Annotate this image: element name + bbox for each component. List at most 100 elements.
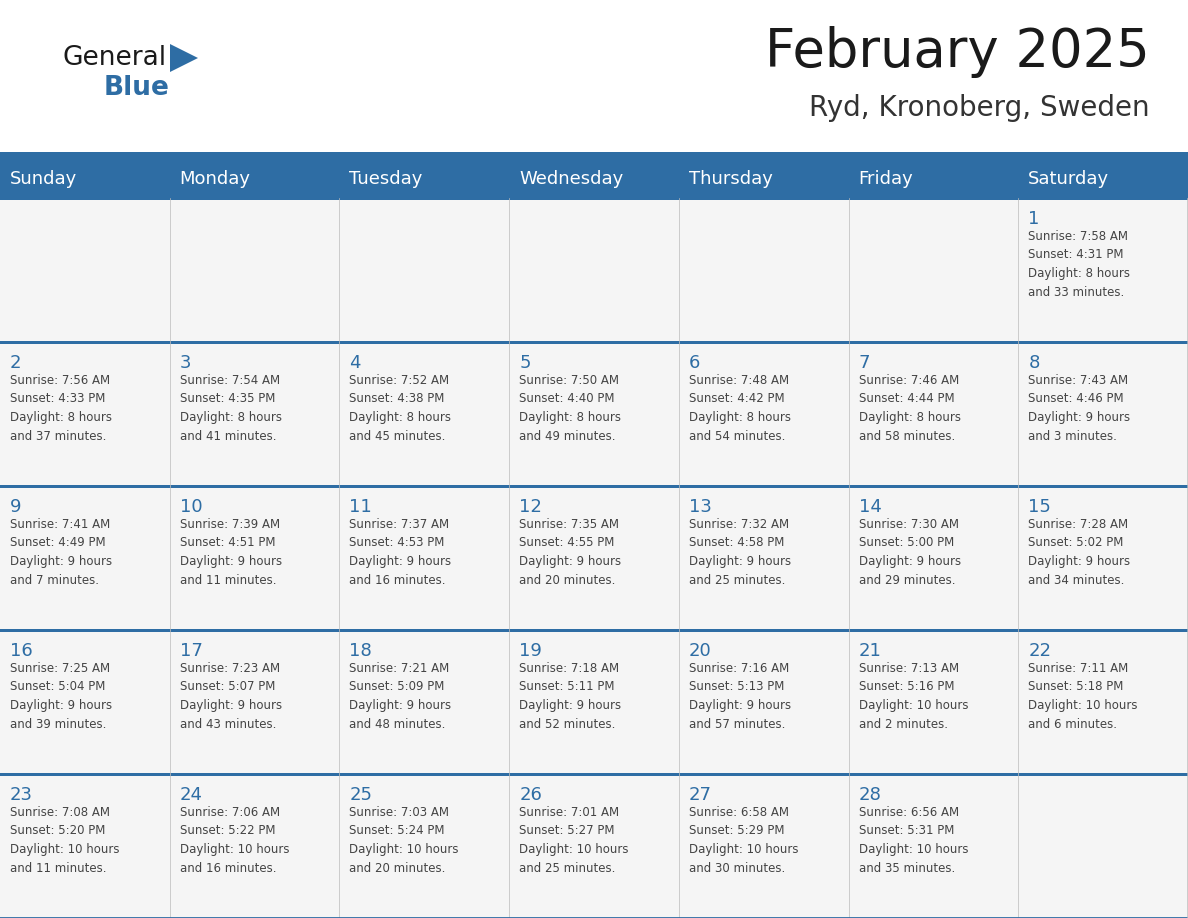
Text: 17: 17 [179,642,203,660]
Bar [678,342,848,486]
Text: Tuesday: Tuesday [349,170,423,188]
Text: 25: 25 [349,786,372,804]
Bar [510,198,678,342]
Text: 18: 18 [349,642,372,660]
Text: Sunrise: 7:56 AM
Sunset: 4:33 PM
Daylight: 8 hours
and 37 minutes.: Sunrise: 7:56 AM Sunset: 4:33 PM Dayligh… [10,374,112,442]
Bar [340,198,510,342]
Text: General: General [62,45,166,71]
Text: 27: 27 [689,786,712,804]
Bar [0,630,170,774]
Text: Sunrise: 7:28 AM
Sunset: 5:02 PM
Daylight: 9 hours
and 34 minutes.: Sunrise: 7:28 AM Sunset: 5:02 PM Dayligh… [1029,518,1131,587]
Bar [170,342,340,486]
Text: Monday: Monday [179,170,251,188]
Text: 6: 6 [689,354,700,372]
Text: 26: 26 [519,786,542,804]
Bar [848,486,1018,630]
Bar [170,198,340,342]
Bar [1018,630,1188,774]
Bar [848,342,1018,486]
Text: Sunrise: 7:13 AM
Sunset: 5:16 PM
Daylight: 10 hours
and 2 minutes.: Sunrise: 7:13 AM Sunset: 5:16 PM Dayligh… [859,662,968,731]
Bar [340,486,510,630]
Bar [510,774,678,918]
Text: 28: 28 [859,786,881,804]
Text: Sunrise: 7:54 AM
Sunset: 4:35 PM
Daylight: 8 hours
and 41 minutes.: Sunrise: 7:54 AM Sunset: 4:35 PM Dayligh… [179,374,282,442]
Text: Sunrise: 7:58 AM
Sunset: 4:31 PM
Daylight: 8 hours
and 33 minutes.: Sunrise: 7:58 AM Sunset: 4:31 PM Dayligh… [1029,230,1130,298]
Text: 24: 24 [179,786,203,804]
Text: Sunrise: 7:30 AM
Sunset: 5:00 PM
Daylight: 9 hours
and 29 minutes.: Sunrise: 7:30 AM Sunset: 5:00 PM Dayligh… [859,518,961,587]
Text: Sunrise: 6:58 AM
Sunset: 5:29 PM
Daylight: 10 hours
and 30 minutes.: Sunrise: 6:58 AM Sunset: 5:29 PM Dayligh… [689,806,798,875]
Text: Sunday: Sunday [10,170,77,188]
Text: Sunrise: 7:06 AM
Sunset: 5:22 PM
Daylight: 10 hours
and 16 minutes.: Sunrise: 7:06 AM Sunset: 5:22 PM Dayligh… [179,806,289,875]
Bar [678,486,848,630]
Text: Ryd, Kronoberg, Sweden: Ryd, Kronoberg, Sweden [809,94,1150,122]
Bar [340,630,510,774]
Text: 22: 22 [1029,642,1051,660]
Text: 23: 23 [10,786,33,804]
Text: Sunrise: 7:08 AM
Sunset: 5:20 PM
Daylight: 10 hours
and 11 minutes.: Sunrise: 7:08 AM Sunset: 5:20 PM Dayligh… [10,806,120,875]
Text: February 2025: February 2025 [765,26,1150,78]
Text: 16: 16 [10,642,33,660]
Bar [0,485,1188,488]
Text: Blue: Blue [105,75,170,101]
Bar [1018,774,1188,918]
Bar [0,773,1188,776]
Text: Saturday: Saturday [1029,170,1110,188]
Bar [1018,342,1188,486]
Text: Sunrise: 7:35 AM
Sunset: 4:55 PM
Daylight: 9 hours
and 20 minutes.: Sunrise: 7:35 AM Sunset: 4:55 PM Dayligh… [519,518,621,587]
Bar [0,774,170,918]
Text: Sunrise: 7:52 AM
Sunset: 4:38 PM
Daylight: 8 hours
and 45 minutes.: Sunrise: 7:52 AM Sunset: 4:38 PM Dayligh… [349,374,451,442]
Bar [0,486,170,630]
Text: Sunrise: 7:23 AM
Sunset: 5:07 PM
Daylight: 9 hours
and 43 minutes.: Sunrise: 7:23 AM Sunset: 5:07 PM Dayligh… [179,662,282,731]
Text: 1: 1 [1029,210,1040,228]
Text: 15: 15 [1029,498,1051,516]
Text: 3: 3 [179,354,191,372]
Bar [340,774,510,918]
Bar [1018,486,1188,630]
Polygon shape [170,44,198,72]
Text: 11: 11 [349,498,372,516]
Text: Sunrise: 7:43 AM
Sunset: 4:46 PM
Daylight: 9 hours
and 3 minutes.: Sunrise: 7:43 AM Sunset: 4:46 PM Dayligh… [1029,374,1131,442]
Bar [170,630,340,774]
Text: Sunrise: 7:37 AM
Sunset: 4:53 PM
Daylight: 9 hours
and 16 minutes.: Sunrise: 7:37 AM Sunset: 4:53 PM Dayligh… [349,518,451,587]
Text: 20: 20 [689,642,712,660]
Bar [0,198,170,342]
Text: 7: 7 [859,354,870,372]
Bar [510,486,678,630]
Text: 8: 8 [1029,354,1040,372]
Bar [678,774,848,918]
Text: Sunrise: 7:21 AM
Sunset: 5:09 PM
Daylight: 9 hours
and 48 minutes.: Sunrise: 7:21 AM Sunset: 5:09 PM Dayligh… [349,662,451,731]
Text: Sunrise: 7:25 AM
Sunset: 5:04 PM
Daylight: 9 hours
and 39 minutes.: Sunrise: 7:25 AM Sunset: 5:04 PM Dayligh… [10,662,112,731]
Text: Sunrise: 7:39 AM
Sunset: 4:51 PM
Daylight: 9 hours
and 11 minutes.: Sunrise: 7:39 AM Sunset: 4:51 PM Dayligh… [179,518,282,587]
Text: 19: 19 [519,642,542,660]
Text: 10: 10 [179,498,202,516]
Text: Friday: Friday [859,170,914,188]
Text: Sunrise: 7:16 AM
Sunset: 5:13 PM
Daylight: 9 hours
and 57 minutes.: Sunrise: 7:16 AM Sunset: 5:13 PM Dayligh… [689,662,791,731]
Bar [0,342,170,486]
Text: 13: 13 [689,498,712,516]
Bar [0,152,1188,160]
Bar [170,774,340,918]
Text: Sunrise: 7:41 AM
Sunset: 4:49 PM
Daylight: 9 hours
and 7 minutes.: Sunrise: 7:41 AM Sunset: 4:49 PM Dayligh… [10,518,112,587]
Text: 12: 12 [519,498,542,516]
Text: 21: 21 [859,642,881,660]
Bar [0,160,1188,198]
Text: Sunrise: 7:01 AM
Sunset: 5:27 PM
Daylight: 10 hours
and 25 minutes.: Sunrise: 7:01 AM Sunset: 5:27 PM Dayligh… [519,806,628,875]
Bar [678,630,848,774]
Text: Sunrise: 7:48 AM
Sunset: 4:42 PM
Daylight: 8 hours
and 54 minutes.: Sunrise: 7:48 AM Sunset: 4:42 PM Dayligh… [689,374,791,442]
Text: 4: 4 [349,354,361,372]
Text: 2: 2 [10,354,21,372]
Text: Sunrise: 7:50 AM
Sunset: 4:40 PM
Daylight: 8 hours
and 49 minutes.: Sunrise: 7:50 AM Sunset: 4:40 PM Dayligh… [519,374,621,442]
Bar [0,629,1188,632]
Text: Sunrise: 7:03 AM
Sunset: 5:24 PM
Daylight: 10 hours
and 20 minutes.: Sunrise: 7:03 AM Sunset: 5:24 PM Dayligh… [349,806,459,875]
Bar [340,342,510,486]
Bar [678,198,848,342]
Text: Sunrise: 7:11 AM
Sunset: 5:18 PM
Daylight: 10 hours
and 6 minutes.: Sunrise: 7:11 AM Sunset: 5:18 PM Dayligh… [1029,662,1138,731]
Bar [848,198,1018,342]
Text: Sunrise: 7:32 AM
Sunset: 4:58 PM
Daylight: 9 hours
and 25 minutes.: Sunrise: 7:32 AM Sunset: 4:58 PM Dayligh… [689,518,791,587]
Text: 5: 5 [519,354,531,372]
Bar [510,630,678,774]
Bar [170,486,340,630]
Bar [1018,198,1188,342]
Bar [0,341,1188,344]
Bar [510,342,678,486]
